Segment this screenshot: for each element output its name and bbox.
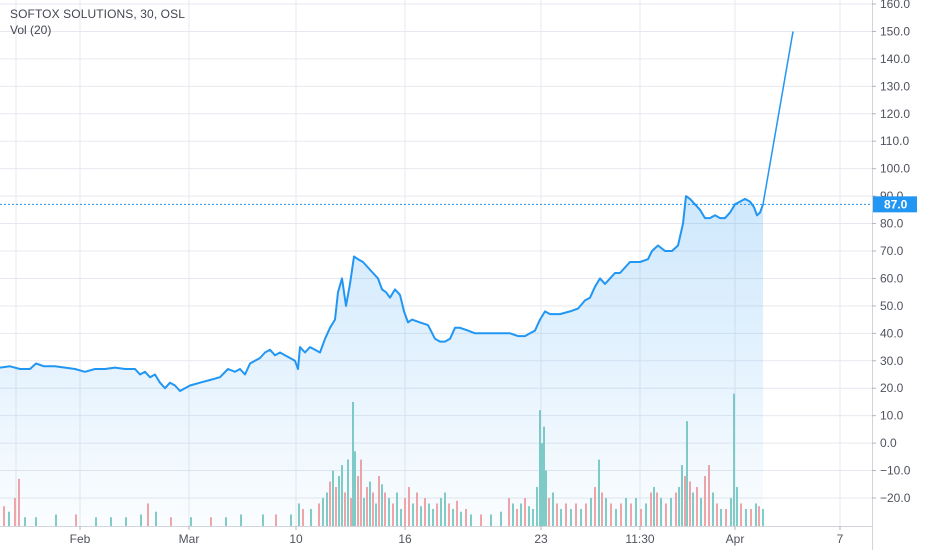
y-tick-label: 70.0 [880,244,904,258]
y-tick-label: 160.0 [880,0,910,11]
x-tick-label: 16 [398,532,412,546]
x-axis-labels: Feb Mar 10 16 23 11:30 Apr 7 [70,526,844,546]
price-area-fill [0,196,763,526]
y-tick-label: 40.0 [880,326,904,340]
y-tick-label: 150.0 [880,24,910,38]
y-tick-label: 60.0 [880,271,904,285]
y-axis-labels: 160.0150.0140.0130.0120.0110.0100.090.08… [872,0,911,505]
y-tick-label: 120.0 [880,107,910,121]
volume-indicator-label: Vol (20) [10,23,52,37]
projection-line [762,31,794,205]
x-tick-label: 10 [289,532,303,546]
x-tick-label: 7 [837,532,844,546]
y-tick-label: 130.0 [880,79,910,93]
chart-legend: SOFTOX SOLUTIONS, 30, OSL Vol (20) [10,6,185,38]
y-tick-label: −10.0 [880,464,911,478]
y-tick-label: 80.0 [880,217,904,231]
x-tick-label: 23 [534,532,548,546]
symbol-title: SOFTOX SOLUTIONS, 30, OSL [10,7,185,21]
y-tick-label: 100.0 [880,162,910,176]
x-tick-label: Feb [70,532,91,546]
price-line [0,195,764,392]
y-tick-label: 30.0 [880,354,904,368]
y-tick-label: 140.0 [880,52,910,66]
last-price-value: 87.0 [884,197,908,211]
x-tick-label: Mar [179,532,200,546]
y-tick-label: −20.0 [880,491,911,505]
x-tick-label: 11:30 [625,532,654,546]
y-tick-label: 110.0 [880,134,909,148]
y-tick-label: 0.0 [880,436,897,450]
y-tick-label: 20.0 [880,381,904,395]
last-price-badge-bg [873,196,917,213]
y-tick-label: 10.0 [880,409,904,423]
x-tick-label: Apr [726,532,745,546]
last-price-badge: 87.0 [873,196,917,213]
y-tick-label: 50.0 [880,299,904,313]
